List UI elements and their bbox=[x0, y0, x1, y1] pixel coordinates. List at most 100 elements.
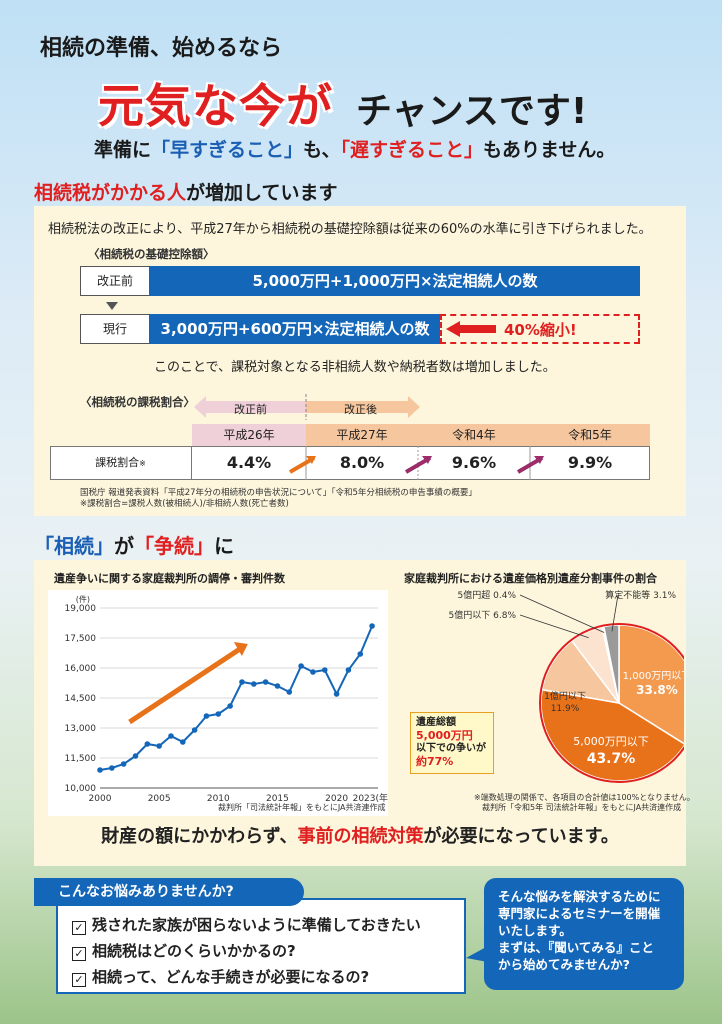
line3-a: 準備に bbox=[94, 139, 152, 161]
outer-slice-label: 算定不能等 3.1% bbox=[605, 589, 676, 601]
line3-e: もありません。 bbox=[482, 139, 616, 161]
worry-tag: こんなお悩みありませんか? bbox=[34, 878, 304, 906]
year-cell: 令和4年 bbox=[418, 424, 530, 446]
bottom-a: 財産の額にかかわらず、 bbox=[101, 826, 298, 847]
data-point bbox=[215, 711, 222, 717]
callout-a: 遺産総額 bbox=[416, 717, 456, 728]
y-tick-label: 13,000 bbox=[65, 724, 97, 734]
down-arrow-icon bbox=[106, 302, 118, 310]
y-tick-label: 10,000 bbox=[65, 784, 97, 794]
reduction-text: 40%縮小! bbox=[504, 321, 577, 339]
data-point bbox=[97, 767, 103, 773]
bubble-line: から始めてみませんか? bbox=[498, 957, 630, 972]
x-tick-label: 2010 bbox=[207, 794, 230, 804]
ratio-row bbox=[50, 446, 650, 480]
bubble-line: いたします。 bbox=[498, 923, 572, 938]
section1-title: 相続税がかかる人が増加しています bbox=[34, 178, 337, 205]
deduction-heading: 〈相続税の基礎控除額〉 bbox=[88, 247, 215, 261]
arrow-shaft bbox=[460, 325, 496, 333]
left-arrow-icon bbox=[446, 321, 460, 337]
data-point bbox=[250, 681, 257, 687]
pie-outline bbox=[539, 623, 684, 783]
ratio-value: 4.4% bbox=[226, 453, 272, 472]
data-point bbox=[310, 669, 316, 675]
data-point bbox=[132, 753, 139, 759]
slice-label: 5,000万円以下 bbox=[573, 735, 649, 748]
before-label: 改正前 bbox=[80, 266, 150, 296]
data-point bbox=[168, 733, 174, 739]
speech-bubble: そんな悩みを解決するために 専門家によるセミナーを開催 いたします。 まずは、『… bbox=[484, 878, 684, 990]
trend-arrow bbox=[128, 646, 242, 725]
pie-note: ※端数処理の関係で、各項目の合計値は100%となりません。 bbox=[474, 793, 695, 802]
data-point bbox=[286, 689, 293, 695]
year-cell: 平成26年 bbox=[192, 424, 306, 446]
data-point bbox=[144, 741, 151, 747]
row-label-mark: ※ bbox=[139, 459, 146, 468]
bottom-message: 財産の額にかかわらず、事前の相続対策が必要になっています。 bbox=[34, 822, 686, 848]
bubble-line: まずは、『聞いてみる』こと bbox=[498, 940, 654, 955]
pie-slice bbox=[618, 624, 684, 745]
y-tick-label: 17,500 bbox=[65, 634, 97, 644]
line-chart-title: 遺産争いに関する家庭裁判所の調停・審判件数 bbox=[54, 572, 285, 585]
ratio-note2: ※課税割合=課税人数(被相続人)/非相続人数(死亡者数) bbox=[80, 499, 289, 509]
up-arrow-icon bbox=[288, 456, 316, 474]
ratio-value: 9.9% bbox=[567, 453, 613, 472]
ratio-heading: 〈相続税の課税割合〉 bbox=[80, 395, 195, 409]
data-point bbox=[321, 667, 328, 673]
row-label-text: 課税割合 bbox=[95, 456, 140, 469]
section2-b: が bbox=[114, 534, 134, 558]
ratio-value: 9.6% bbox=[451, 453, 497, 472]
line-chart-source: 裁判所「司法統計年報」をもとにJA共済連作成 bbox=[218, 803, 386, 812]
ratio-table: 平成26年 平成27年 令和4年 令和5年 課税割合※ 4.4% 8.0% 9.… bbox=[50, 424, 650, 482]
series-line bbox=[99, 625, 374, 771]
data-point bbox=[274, 683, 281, 689]
trend-arrows bbox=[288, 446, 544, 480]
pie-chart-title: 家庭裁判所における遺産価格別遺産分割事件の割合 bbox=[404, 572, 657, 585]
year-cell: 令和5年 bbox=[530, 424, 650, 446]
headline-line1: 相続の準備、始めるなら bbox=[40, 36, 283, 61]
x-tick-label: 2015 bbox=[266, 794, 289, 804]
line-chart-bg bbox=[48, 590, 388, 816]
year-cell: 平成27年 bbox=[306, 424, 418, 446]
data-point bbox=[203, 713, 210, 719]
worry-text: 相続税はどのくらいかかるの? bbox=[92, 942, 296, 960]
pie-chart: 1,000万円以下33.8% 5,000万円以下 43.7% 1億円以下 11.9% 5億… bbox=[449, 589, 684, 783]
data-point bbox=[109, 765, 115, 771]
data-point bbox=[357, 651, 364, 657]
reduction-frame bbox=[440, 314, 640, 344]
headline-black: チャンスです! bbox=[356, 91, 588, 132]
bottom-red: 事前の相続対策 bbox=[297, 826, 424, 847]
worry-item: ✓ 相続税はどのくらいかかるの? bbox=[72, 940, 296, 961]
trend-arrow-head bbox=[233, 642, 248, 656]
ratio-note1: 国税庁 報道発表資料「平成27年分の相続税の申告状況について」「令和5年分相続税… bbox=[80, 488, 477, 498]
dispute-panel: 遺産争いに関する家庭裁判所の調停・審判件数 19,000 17,500 16,000… bbox=[34, 560, 695, 866]
y-tick-label: 16,000 bbox=[65, 664, 97, 674]
outer-slice-label: 5億円超 0.4% bbox=[458, 589, 517, 601]
data-point bbox=[227, 703, 233, 709]
slice-value: 11.9% bbox=[551, 704, 580, 714]
checkbox-icon: ✓ bbox=[72, 921, 86, 935]
current-label: 現行 bbox=[80, 314, 150, 344]
line3-b: 「早すぎること」 bbox=[151, 139, 304, 161]
section2-c: 「争続」 bbox=[134, 534, 214, 558]
data-point bbox=[298, 663, 304, 669]
section1-title-red: 相続税がかかる人 bbox=[34, 182, 187, 204]
pie-callout: 遺産総額 5,000万円 以下での争いが 約77% bbox=[410, 712, 494, 774]
y-axis-unit: (件) bbox=[76, 594, 90, 604]
leader-line bbox=[519, 614, 589, 639]
data-point bbox=[333, 691, 340, 697]
section2-a: 「相続」 bbox=[34, 534, 114, 558]
bottom-c: が必要になっています。 bbox=[423, 826, 619, 847]
bubble-line: そんな悩みを解決するために bbox=[498, 889, 661, 904]
up-arrow-icon bbox=[516, 456, 544, 474]
leader-line bbox=[611, 594, 619, 632]
slice-value: 43.7% bbox=[587, 751, 636, 767]
line3-c: も、 bbox=[303, 139, 341, 161]
up-arrow-icon bbox=[404, 456, 432, 474]
slice-label: 1,000万円以下 bbox=[623, 671, 684, 682]
row-label: 課税割合※ bbox=[50, 446, 192, 480]
data-point bbox=[180, 739, 186, 745]
slice-value: 33.8% bbox=[636, 683, 678, 697]
line3-d: 「遅すぎること」 bbox=[340, 139, 483, 161]
worry-box: ✓ 残された家族が困らないように準備しておきたい ✓ 相続税はどのくらいかかるの? … bbox=[56, 898, 466, 994]
